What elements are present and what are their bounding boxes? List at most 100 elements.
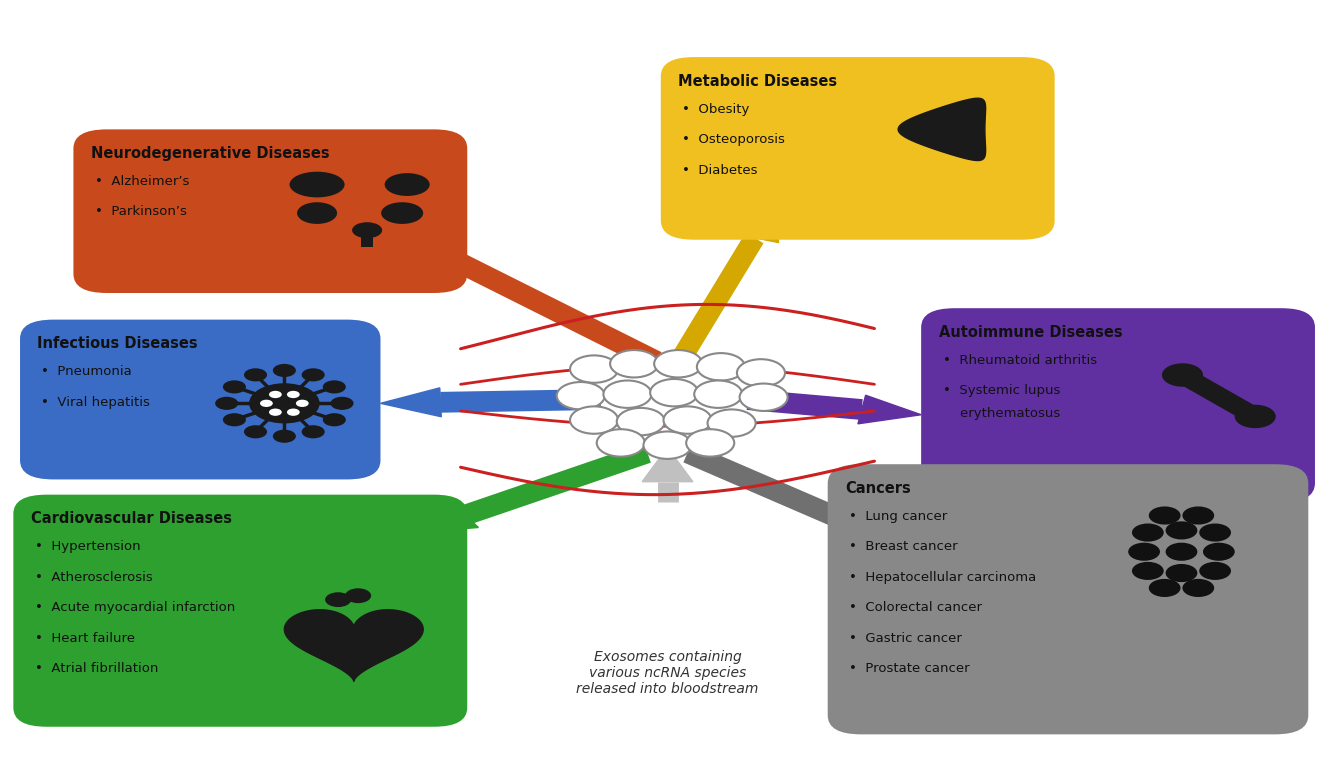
Text: •  Breast cancer: • Breast cancer [849,540,957,553]
Polygon shape [284,610,423,681]
Circle shape [331,396,354,410]
Polygon shape [360,213,422,247]
Polygon shape [858,395,921,424]
Ellipse shape [290,172,344,197]
Ellipse shape [384,174,430,196]
FancyBboxPatch shape [13,495,467,727]
Circle shape [323,413,346,426]
Circle shape [1199,562,1231,580]
Text: •  Atrial fibrillation: • Atrial fibrillation [35,662,158,675]
Circle shape [250,384,319,423]
Circle shape [272,364,296,377]
Text: •  Rheumatoid arthritis: • Rheumatoid arthritis [943,354,1096,367]
FancyBboxPatch shape [661,57,1055,240]
Polygon shape [642,447,693,482]
Text: Infectious Diseases: Infectious Diseases [37,336,198,352]
Circle shape [740,384,788,411]
Ellipse shape [352,222,382,238]
Circle shape [654,350,702,377]
Text: •  Parkinson’s: • Parkinson’s [95,205,187,218]
Circle shape [223,413,246,426]
Circle shape [610,350,658,377]
FancyBboxPatch shape [73,129,467,293]
Circle shape [694,380,742,408]
Circle shape [708,409,756,437]
Circle shape [643,431,692,459]
Text: •  Colorectal cancer: • Colorectal cancer [849,601,983,614]
FancyBboxPatch shape [20,320,380,479]
Circle shape [686,429,734,457]
Circle shape [650,379,698,406]
Ellipse shape [382,202,423,224]
Circle shape [1128,543,1160,561]
Circle shape [1199,524,1231,542]
Circle shape [268,409,282,416]
Circle shape [268,391,282,398]
Polygon shape [414,503,478,533]
Circle shape [1165,543,1197,561]
Ellipse shape [296,202,336,224]
Circle shape [215,396,238,410]
Circle shape [260,400,272,407]
Circle shape [570,355,618,383]
Polygon shape [845,516,908,548]
Circle shape [570,406,618,434]
Circle shape [1148,507,1180,524]
Circle shape [287,409,300,416]
Text: Cardiovascular Diseases: Cardiovascular Diseases [31,511,232,527]
Circle shape [223,380,246,393]
Circle shape [1148,579,1180,597]
Circle shape [272,430,296,443]
Circle shape [617,408,665,435]
Circle shape [603,380,651,408]
Bar [360,228,372,247]
Text: •  Lung cancer: • Lung cancer [849,510,948,523]
Circle shape [287,391,300,398]
FancyBboxPatch shape [828,464,1308,734]
Circle shape [1235,405,1276,428]
Text: Autoimmune Diseases: Autoimmune Diseases [939,325,1123,340]
Text: •  Prostate cancer: • Prostate cancer [849,662,969,675]
Circle shape [244,425,267,438]
Circle shape [1132,524,1164,542]
Text: •  Heart failure: • Heart failure [35,632,135,645]
Circle shape [697,353,745,380]
Circle shape [326,592,351,607]
Circle shape [557,382,605,409]
Text: Neurodegenerative Diseases: Neurodegenerative Diseases [91,146,330,161]
Text: •  Alzheimer’s: • Alzheimer’s [95,175,190,188]
Circle shape [1161,363,1203,387]
Circle shape [302,425,324,438]
Text: •  Systemic lupus: • Systemic lupus [943,384,1060,397]
Text: •  Viral hepatitis: • Viral hepatitis [41,396,151,409]
Circle shape [1183,579,1215,597]
Circle shape [737,359,785,387]
Text: Exosomes containing
various ncRNA species
released into bloodstream: Exosomes containing various ncRNA specie… [577,650,758,696]
Circle shape [344,588,371,603]
FancyBboxPatch shape [921,308,1315,502]
Polygon shape [730,205,778,243]
Circle shape [323,380,346,393]
Circle shape [1203,543,1235,561]
Circle shape [1165,521,1197,540]
Text: •  Hepatocellular carcinoma: • Hepatocellular carcinoma [849,571,1036,584]
Circle shape [302,368,324,381]
Text: Metabolic Diseases: Metabolic Diseases [678,74,837,89]
Text: •  Gastric cancer: • Gastric cancer [849,632,963,645]
Polygon shape [1173,370,1264,422]
Circle shape [1132,562,1164,580]
Circle shape [663,406,712,434]
Text: erythematosus: erythematosus [943,407,1060,420]
Circle shape [1165,564,1197,582]
Circle shape [1183,507,1215,524]
Text: •  Diabetes: • Diabetes [682,164,758,177]
Text: •  Hypertension: • Hypertension [35,540,140,553]
Circle shape [244,368,267,381]
Text: •  Obesity: • Obesity [682,103,749,116]
Text: •  Pneumonia: • Pneumonia [41,365,132,378]
Circle shape [597,429,645,457]
Polygon shape [380,388,442,417]
Text: •  Acute myocardial infarction: • Acute myocardial infarction [35,601,235,614]
Text: Cancers: Cancers [845,481,910,496]
Text: •  Atherosclerosis: • Atherosclerosis [35,571,152,584]
